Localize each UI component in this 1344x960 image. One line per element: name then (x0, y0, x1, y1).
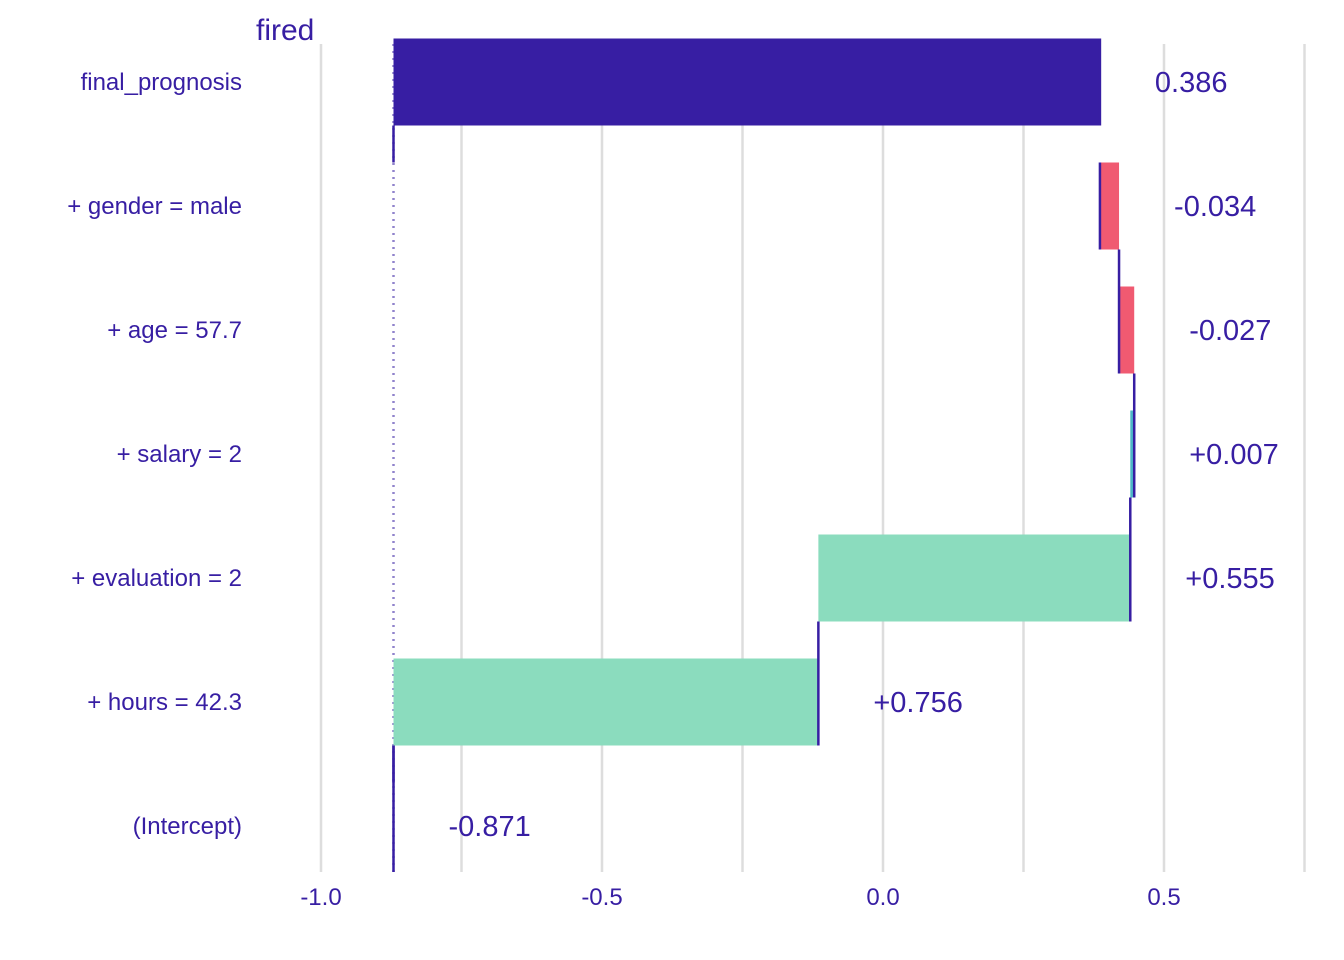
data-label: -0.034 (1174, 191, 1256, 223)
x-tick-label: 0.5 (1147, 884, 1180, 911)
y-axis-labels: final_prognosis + gender = male + age = 57… (67, 69, 242, 840)
x-tick-label: -0.5 (581, 884, 622, 911)
data-label: +0.756 (873, 687, 963, 719)
chart-title: fired (256, 14, 314, 47)
data-label: 0.386 (1155, 67, 1228, 99)
data-label: -0.027 (1189, 315, 1271, 347)
bar-positive (393, 658, 819, 746)
x-tick-label: -1.0 (300, 884, 341, 911)
bar-negative (1099, 162, 1120, 250)
y-axis-label: + salary = 2 (117, 441, 242, 468)
bar-negative (1119, 286, 1135, 374)
data-label: +0.555 (1185, 563, 1275, 595)
x-axis-ticks: -1.0 -0.5 0.0 0.5 (300, 884, 1180, 911)
x-tick-label: 0.0 (866, 884, 899, 911)
data-labels: 0.386 -0.034 -0.027 +0.007 +0.555 +0.756 -0.87… (448, 67, 1278, 843)
y-axis-label: + hours = 42.3 (87, 689, 242, 716)
data-label: +0.007 (1189, 439, 1279, 471)
grid-lines (319, 44, 1306, 872)
y-axis-label: (Intercept) (133, 813, 242, 840)
y-axis-label: final_prognosis (81, 69, 242, 96)
data-label: -0.871 (448, 811, 530, 843)
bar-positive-small (1130, 410, 1135, 498)
bars (393, 38, 1135, 746)
bar-positive (818, 534, 1131, 622)
y-axis-label: + gender = male (67, 193, 242, 220)
bar-prediction (393, 38, 1100, 126)
y-axis-label: + age = 57.7 (107, 317, 242, 344)
y-axis-label: + evaluation = 2 (71, 565, 242, 592)
connector-lines (392, 38, 1136, 872)
